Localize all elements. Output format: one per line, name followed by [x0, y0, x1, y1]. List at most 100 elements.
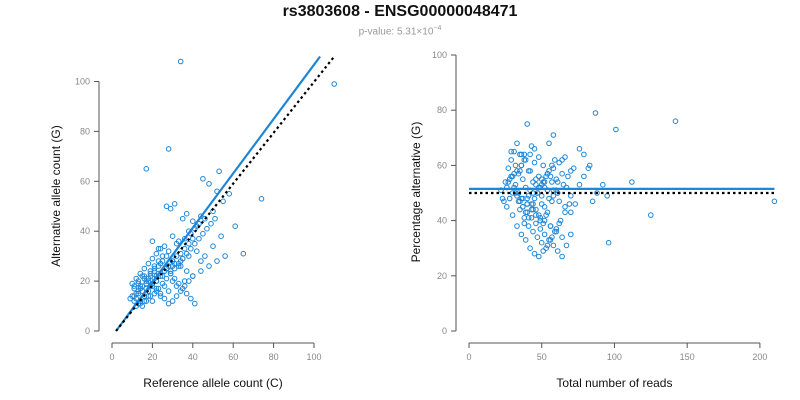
data-point — [554, 190, 561, 196]
data-point — [196, 235, 202, 242]
data-point — [179, 215, 186, 222]
data-point — [550, 242, 557, 249]
data-point — [536, 212, 542, 218]
data-point — [546, 195, 552, 202]
data-point — [127, 295, 133, 302]
data-point — [527, 168, 533, 174]
data-point — [568, 209, 574, 216]
data-point — [554, 248, 561, 254]
data-point — [549, 179, 555, 185]
x-tick-label: 0 — [109, 352, 114, 362]
y-tick-label: 20 — [437, 271, 447, 281]
data-point — [222, 253, 228, 259]
data-point — [506, 195, 513, 202]
data-point — [530, 179, 536, 185]
data-point — [141, 273, 148, 279]
data-point — [771, 198, 778, 205]
data-point — [553, 176, 560, 182]
data-point — [540, 220, 547, 227]
data-point — [533, 176, 539, 182]
data-point — [200, 230, 206, 237]
pvalue-text: p-value: 5.31×10 — [358, 26, 434, 38]
data-point — [592, 110, 599, 116]
data-point — [499, 195, 506, 202]
data-point — [550, 132, 557, 138]
y-tick-label: 0 — [85, 326, 90, 336]
data-point — [517, 168, 523, 174]
data-point — [153, 250, 160, 257]
chart-left: 0 20 40 60 80 100 0 20 40 60 80 100 Reference allele… — [49, 55, 338, 390]
y-tick-label: 40 — [80, 226, 90, 236]
data-point — [171, 201, 178, 207]
data-point — [200, 176, 206, 182]
data-point — [524, 195, 531, 202]
data-point — [188, 295, 194, 302]
data-point — [568, 193, 574, 199]
data-point — [629, 179, 635, 185]
data-point — [192, 300, 198, 307]
y-tick-label: 80 — [80, 126, 90, 136]
data-point — [537, 215, 544, 221]
data-point — [157, 290, 164, 297]
data-point — [560, 181, 567, 188]
data-point — [206, 263, 212, 269]
data-point — [165, 146, 172, 152]
data-point — [514, 140, 520, 147]
data-point — [547, 173, 554, 180]
data-point — [538, 239, 545, 246]
data-point — [520, 204, 526, 210]
data-point — [208, 220, 214, 227]
data-point — [157, 293, 164, 299]
data-point — [528, 143, 535, 149]
data-point — [145, 293, 152, 299]
data-point — [177, 58, 184, 65]
data-point — [565, 173, 571, 180]
x-tick-label: 20 — [147, 352, 157, 362]
data-point — [514, 223, 520, 229]
data-point — [546, 140, 552, 147]
data-point — [572, 201, 579, 207]
data-point — [568, 168, 574, 174]
data-point — [149, 255, 156, 262]
data-point — [520, 176, 526, 182]
x-tick-label: 200 — [752, 352, 767, 362]
x-tick-label: 50 — [537, 352, 547, 362]
data-point — [167, 270, 174, 277]
y-tick-label: 60 — [437, 160, 447, 170]
data-point — [145, 278, 152, 284]
data-point — [240, 250, 247, 257]
x-axis-title: Total number of reads — [556, 376, 672, 390]
data-point — [194, 248, 200, 254]
fit-line — [115, 55, 321, 332]
data-point — [135, 290, 142, 297]
data-point — [169, 298, 176, 304]
data-point — [508, 157, 515, 163]
data-point — [536, 173, 542, 180]
data-point — [576, 146, 583, 152]
data-point — [204, 225, 210, 232]
data-point — [183, 290, 190, 297]
data-point — [512, 181, 519, 188]
data-point — [151, 268, 158, 274]
data-point — [165, 288, 172, 294]
data-point — [181, 283, 188, 289]
data-point — [331, 81, 338, 87]
figure-title: rs3803608 - ENSG00000048471 — [282, 3, 518, 20]
data-point — [554, 179, 561, 185]
data-point — [524, 121, 531, 127]
data-point — [672, 118, 679, 124]
data-point — [190, 273, 196, 279]
data-point — [531, 159, 538, 166]
data-point — [536, 154, 542, 160]
y-tick-label: 60 — [80, 176, 90, 186]
data-point — [167, 205, 174, 212]
data-point — [576, 181, 583, 188]
data-point — [544, 209, 551, 216]
data-point — [169, 233, 176, 239]
data-point — [216, 168, 222, 175]
data-point — [153, 288, 160, 294]
data-point — [533, 181, 539, 188]
data-point — [135, 278, 142, 284]
x-tick-label: 100 — [607, 352, 622, 362]
data-point — [549, 198, 555, 205]
